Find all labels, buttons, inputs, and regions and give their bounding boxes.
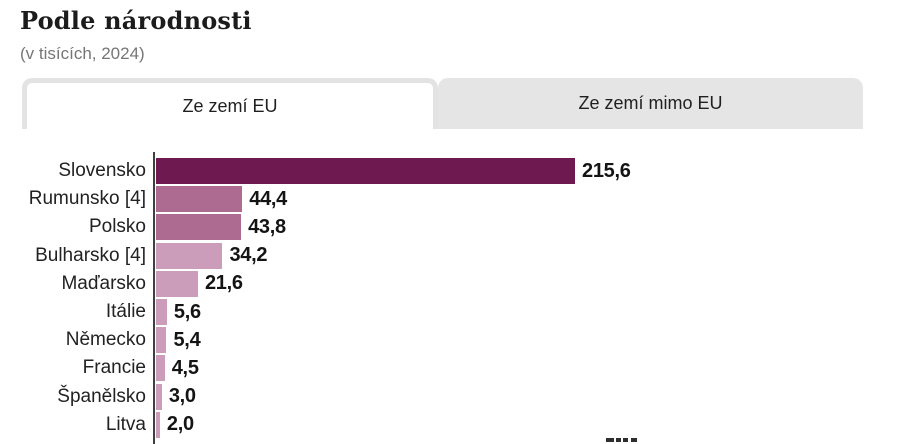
bar-category-label: Rumunsko [4]: [28, 188, 146, 210]
bar-value-label: 2,0: [166, 413, 194, 436]
clipped-glyph-top: [631, 438, 637, 442]
bar-value-label: 215,6: [582, 159, 631, 182]
chart-row: Španělsko 3,0: [0, 383, 910, 411]
bar: [156, 327, 167, 354]
clipped-glyph-top: [616, 438, 621, 442]
chart-row: Litva 2,0: [0, 411, 910, 439]
bar: [156, 158, 575, 185]
chart-row: Slovensko 215,6: [0, 157, 910, 185]
bar: [156, 214, 242, 241]
bar: [156, 186, 243, 213]
bar: [156, 299, 167, 326]
bar-category-label: Španělsko: [57, 385, 146, 407]
bar: [156, 411, 160, 438]
clipped-glyph-top: [606, 438, 614, 442]
bar-value-label: 44,4: [249, 187, 288, 210]
y-axis-line: [153, 152, 155, 444]
bar-value-label: 5,6: [173, 300, 201, 323]
bar-category-label: Bulharsko [4]: [35, 244, 146, 266]
clipped-glyph-top: [623, 438, 628, 442]
chart-row: Polsko 43,8: [0, 213, 910, 241]
chart-row: Rumunsko [4] 44,4: [0, 185, 910, 213]
chart-row: Německo 5,4: [0, 326, 910, 354]
chart-rows: Slovensko 215,6 Rumunsko [4] 44,4 Polsko 43,8…: [0, 157, 910, 439]
bar: [156, 242, 223, 269]
bar-value-label: 34,2: [229, 244, 268, 267]
bar: [156, 383, 162, 410]
bar-category-label: Slovensko: [58, 160, 146, 182]
chart-row: Francie 4,5: [0, 354, 910, 382]
bar-value-label: 43,8: [248, 215, 286, 238]
bar-category-label: Německo: [65, 329, 146, 351]
chart-row: Bulharsko [4] 34,2: [0, 242, 910, 270]
bar-value-label: 5,4: [173, 328, 201, 351]
chart-row: Itálie 5,6: [0, 298, 910, 326]
chart-row: Maďarsko 21,6: [0, 270, 910, 298]
bar-category-label: Polsko: [88, 216, 146, 238]
bar-value-label: 4,5: [171, 356, 199, 379]
bar-category-label: Francie: [82, 357, 146, 379]
bar-category-label: Itálie: [105, 301, 146, 323]
bar-value-label: 3,0: [168, 385, 196, 408]
tab-bar: Ze zemí EU Ze zemí mimo EU: [22, 78, 863, 129]
bar-chart: Slovensko 215,6 Rumunsko [4] 44,4 Polsko 43,8…: [0, 157, 910, 439]
clipped-text-fragment: [606, 438, 637, 444]
bar-value-label: 21,6: [204, 272, 243, 295]
tab-eu-countries[interactable]: Ze zemí EU: [22, 78, 438, 129]
bar: [156, 270, 198, 297]
chart-title: Podle národnosti: [20, 6, 252, 35]
tab-non-eu-countries[interactable]: Ze zemí mimo EU: [438, 78, 863, 129]
bar-category-label: Maďarsko: [61, 272, 146, 294]
bar: [156, 355, 165, 382]
chart-subtitle: (v tisících, 2024): [20, 44, 145, 63]
bar-category-label: Litva: [105, 413, 146, 435]
